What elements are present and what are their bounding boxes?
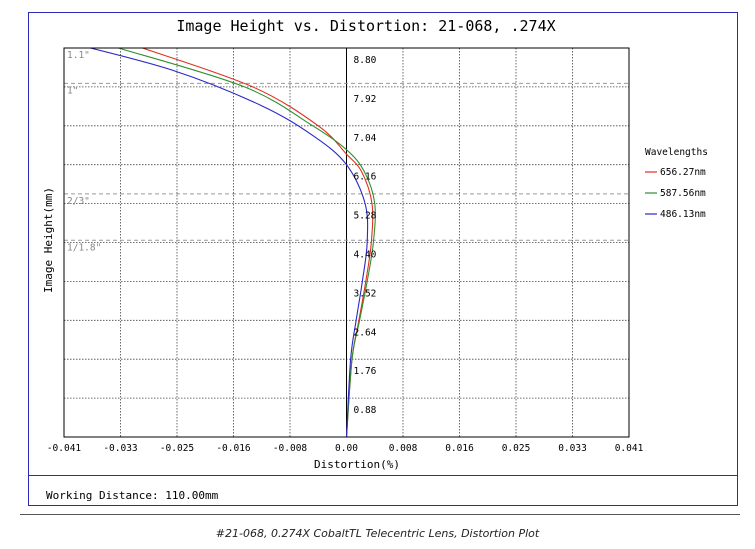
sensor-format-label: 2/3" [67, 196, 90, 207]
x-tick-label: 0.041 [615, 443, 644, 454]
series-lines [88, 48, 376, 437]
y-tick-label: 1.76 [354, 366, 377, 377]
y-tick-label: 0.88 [354, 405, 377, 416]
x-axis-label: Distortion(%) [314, 458, 400, 471]
figure-caption: #21-068, 0.274X CobaltTL Telecentric Len… [215, 527, 540, 540]
x-tick-label: -0.025 [160, 443, 194, 454]
caption-divider [20, 514, 740, 515]
chart-frame [28, 12, 738, 506]
legend: Wavelengths 656.27nm 587.56nm 486.13nm [645, 147, 708, 220]
y-axis-label: Image Height(mm) [42, 187, 55, 293]
working-distance-label: Working Distance: 110.00mm [46, 489, 219, 502]
x-tick-label: 0.00 [335, 443, 358, 454]
chart-title: Image Height vs. Distortion: 21-068, .27… [176, 17, 555, 35]
x-tick-label: -0.008 [273, 443, 308, 454]
y-tick-label: 3.52 [354, 288, 377, 299]
plot-area [63, 47, 630, 438]
x-tick-label: -0.016 [216, 443, 251, 454]
x-tick-label: 0.008 [389, 443, 418, 454]
tick-labels: -0.041 -0.033 -0.025 -0.016 -0.008 0.00 0.008 0… [47, 55, 644, 454]
y-tick-label: 5.28 [354, 211, 377, 222]
series-line-486.13nm [88, 48, 369, 437]
y-tick-label: 6.16 [354, 172, 377, 183]
y-tick-label: 2.64 [354, 327, 377, 338]
x-tick-label: 0.025 [502, 443, 531, 454]
sensor-format-label: 1" [67, 85, 78, 96]
x-tick-label: -0.041 [47, 443, 82, 454]
footer-divider [28, 475, 738, 476]
x-tick-label: -0.033 [103, 443, 137, 454]
y-tick-label: 4.40 [354, 250, 377, 261]
grid [64, 48, 629, 437]
y-tick-label: 7.04 [354, 133, 377, 144]
sensor-format-label: 1.1" [67, 50, 90, 61]
y-tick-label: 7.92 [354, 94, 377, 105]
sensor-format-label: 1/1.8" [67, 242, 101, 253]
x-tick-label: 0.016 [445, 443, 474, 454]
legend-entry: 656.27nm [660, 167, 706, 178]
legend-title: Wavelengths [645, 147, 708, 158]
legend-entry: 587.56nm [660, 188, 706, 199]
legend-entry: 486.13nm [660, 209, 706, 220]
x-tick-label: 0.033 [558, 443, 587, 454]
series-line-587.56nm [118, 48, 376, 437]
y-tick-label: 8.80 [354, 55, 377, 66]
